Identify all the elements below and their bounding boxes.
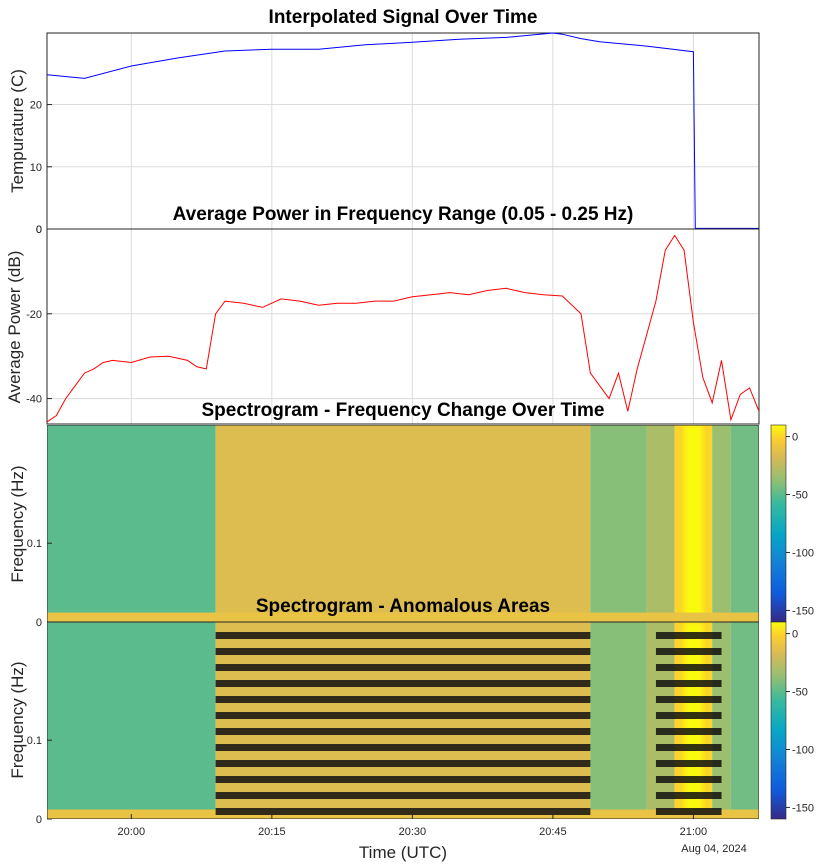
anomaly-title: Spectrogram - Anomalous Areas <box>256 596 550 617</box>
anomaly-stripe <box>655 760 722 767</box>
anomaly-y-ticks: 00.1 <box>27 735 52 826</box>
colorbar-tick-label: -100 <box>792 744 814 756</box>
spectrogram-colorbar-ticks: 0 -50 -100 -150 <box>786 432 814 617</box>
power-y-label: Average Power (dB) <box>5 251 24 404</box>
y-tick-label: 0 <box>36 617 42 629</box>
anomaly-stripe <box>215 680 591 687</box>
x-tick-label: 20:00 <box>118 826 146 838</box>
spectrogram-band <box>590 622 647 819</box>
anomaly-colorbar <box>770 621 787 820</box>
anomaly-stripe <box>655 648 722 655</box>
spectrogram-heatmap <box>47 425 759 622</box>
anomaly-stripe <box>655 664 722 671</box>
power-grid <box>47 228 759 424</box>
x-tick-label: 20:15 <box>258 826 286 838</box>
series-line <box>46 32 759 229</box>
spectrogram-band <box>646 425 675 622</box>
anomaly-stripe <box>215 792 591 799</box>
anomaly-stripe <box>215 712 591 719</box>
spectrogram-band <box>47 425 216 622</box>
y-tick-label: 10 <box>30 162 42 174</box>
anomaly-stripe <box>215 728 591 735</box>
spectrogram-band <box>215 425 591 622</box>
x-axis-label: Time (UTC) <box>359 843 447 862</box>
temperature-title: Interpolated Signal Over Time <box>269 7 538 28</box>
series-line <box>46 234 760 423</box>
y-tick-label: -20 <box>26 309 42 321</box>
spectrogram-colorbar <box>770 424 787 623</box>
power-y-ticks: -40 -20 0 <box>26 224 52 406</box>
power-panel: -40 -20 0 Average Power in Frequency Range… <box>5 204 760 425</box>
colorbar-tick-label: 0 <box>792 629 798 641</box>
anomaly-markers <box>215 632 722 815</box>
x-tick-label: 21:00 <box>680 826 708 838</box>
date-label: Aug 04, 2024 <box>681 843 746 855</box>
temperature-y-ticks: 0 10 20 <box>30 100 52 236</box>
spectrogram-band <box>590 425 647 622</box>
anomaly-stripe <box>215 808 591 815</box>
temperature-y-label: Tempurature (C) <box>8 69 27 193</box>
anomaly-stripe <box>215 648 591 655</box>
y-tick-label: 0 <box>36 224 42 236</box>
x-tick-label: 20:45 <box>539 826 567 838</box>
colorbar-tick-label: -150 <box>792 802 814 814</box>
y-tick-label: 0.1 <box>27 538 42 550</box>
x-tick-label: 20:30 <box>399 826 427 838</box>
anomaly-stripe <box>655 696 722 703</box>
anomaly-colorbar-ticks: 0 -50 -100 -150 <box>786 629 814 814</box>
power-title: Average Power in Frequency Range (0.05 -… <box>173 204 634 225</box>
power-series <box>46 234 760 423</box>
y-tick-label: 0 <box>36 224 42 236</box>
anomaly-stripe <box>655 632 722 639</box>
spectrogram-band <box>712 425 731 622</box>
anomaly-stripe <box>215 696 591 703</box>
anomaly-y-label: Frequency (Hz) <box>8 661 27 778</box>
spectrogram-y-label: Frequency (Hz) <box>8 465 27 582</box>
spectrogram-band <box>730 425 759 622</box>
anomaly-stripe <box>215 760 591 767</box>
colorbar-tick-label: -50 <box>792 687 808 699</box>
y-tick-label: -40 <box>26 394 42 406</box>
anomaly-stripe <box>655 776 722 783</box>
spectrogram-hotspot <box>684 425 703 622</box>
power-axes-box <box>46 228 760 425</box>
spectrogram-band <box>712 622 731 819</box>
spectrogram-band <box>47 622 216 819</box>
anomaly-stripe <box>655 728 722 735</box>
anomaly-panel: 00.1 20:00 20:15 20:30 20:45 21:00 Frequency… <box>8 596 814 862</box>
colorbar-tick-label: -150 <box>792 605 814 617</box>
colorbar-tick-label: 0 <box>792 432 798 444</box>
anomaly-stripe <box>215 664 591 671</box>
anomaly-stripe <box>655 744 722 751</box>
anomaly-stripe <box>215 744 591 751</box>
anomaly-stripe <box>215 632 591 639</box>
y-tick-label: 20 <box>30 100 42 112</box>
spectrogram-title: Spectrogram - Frequency Change Over Time <box>202 400 605 421</box>
y-tick-label: 0.1 <box>27 735 42 747</box>
spectrogram-band <box>730 622 759 819</box>
anomaly-stripe <box>655 792 722 799</box>
temperature-series <box>46 32 759 229</box>
colorbar-tick-label: -50 <box>792 490 808 502</box>
spectrogram-panel: 0 0.1 Frequency (Hz) 0 -50 -100 -150 Spectro… <box>8 400 814 629</box>
low-frequency-band <box>47 612 759 622</box>
anomaly-stripe <box>655 712 722 719</box>
anomaly-x-ticks: 20:00 20:15 20:30 20:45 21:00 <box>118 814 708 838</box>
colorbar-tick-label: -100 <box>792 547 814 559</box>
spectrogram-hotspot <box>684 622 703 819</box>
anomaly-stripe <box>655 680 722 687</box>
temperature-panel: Interpolated Signal Over Time 0 10 20 Temp… <box>8 7 760 236</box>
anomaly-stripe <box>215 776 591 783</box>
anomaly-stripe <box>655 808 722 815</box>
y-tick-label: 0 <box>36 814 42 826</box>
